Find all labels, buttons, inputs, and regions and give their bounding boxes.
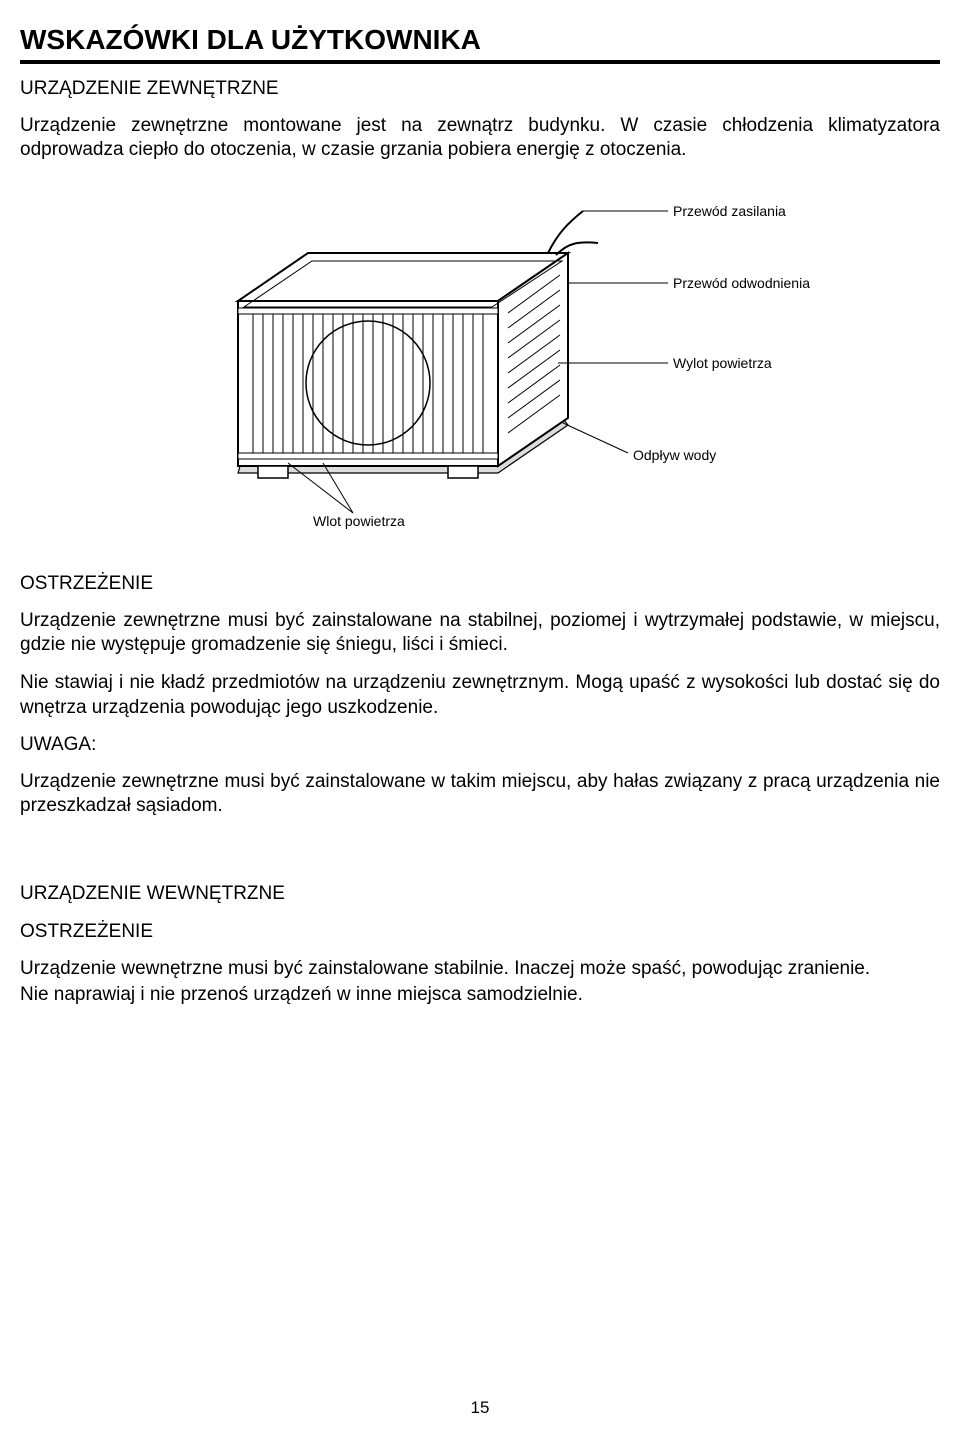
section-subtitle-outdoor: URZĄDZENIE ZEWNĘTRZNE — [20, 78, 940, 100]
diagram-label-power: Przewód zasilania — [673, 203, 786, 219]
note-label: UWAGA: — [20, 734, 940, 756]
diagram-label-air-in: Wlot powietrza — [313, 513, 405, 529]
warning2-p2: Nie naprawiaj i nie przenoś urządzeń w i… — [20, 983, 940, 1007]
outdoor-unit-diagram: Przewód zasilania Przewód odwodnienia Wy… — [168, 193, 792, 533]
diagram-label-water-out: Odpływ wody — [633, 447, 716, 463]
diagram-label-air-out: Wylot powietrza — [673, 355, 772, 371]
section-subtitle-indoor: URZĄDZENIE WEWNĘTRZNE — [20, 883, 940, 905]
diagram-container: Przewód zasilania Przewód odwodnienia Wy… — [20, 193, 940, 533]
diagram-label-drain-line: Przewód odwodnienia — [673, 275, 810, 291]
warning2-p1: Urządzenie wewnętrzne musi być zainstalo… — [20, 957, 940, 981]
warning-p1: Urządzenie zewnętrzne musi być zainstalo… — [20, 609, 940, 658]
title-rule — [20, 60, 940, 64]
warning-p2: Nie stawiaj i nie kładź przedmiotów na u… — [20, 671, 940, 720]
intro-paragraph: Urządzenie zewnętrzne montowane jest na … — [20, 114, 940, 163]
page-title: WSKAZÓWKI DLA UŻYTKOWNIKA — [20, 24, 940, 56]
warning-label-1: OSTRZEŻENIE — [20, 573, 940, 595]
warning-label-2: OSTRZEŻENIE — [20, 921, 940, 943]
note-p1: Urządzenie zewnętrzne musi być zainstalo… — [20, 770, 940, 819]
page-number: 15 — [0, 1398, 960, 1418]
